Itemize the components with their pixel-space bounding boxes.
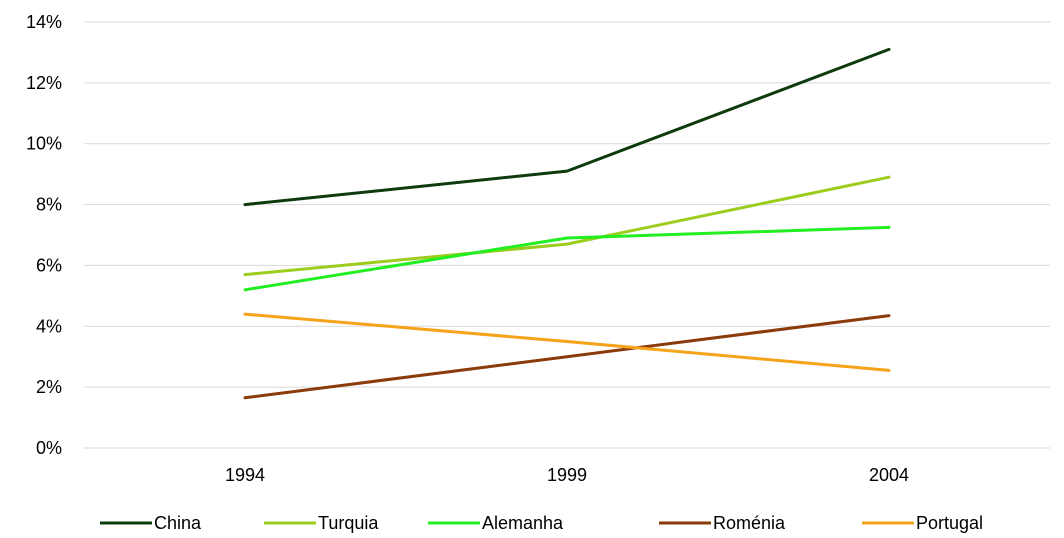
gridlines [84,21,1050,449]
legend: China Turquia Alemanha Roménia Portugal [100,513,983,533]
x-axis-ticks: 1994 1999 2004 [225,465,909,485]
x-tick-label: 1999 [547,465,587,485]
series-line-portugal [243,312,891,372]
y-tick-label: 4% [36,316,62,336]
y-axis-ticks: 0% 2% 4% 6% 8% 10% 12% 14% [26,12,62,458]
legend-entry: Alemanha [428,513,564,533]
legend-entry: China [100,513,202,533]
y-tick-label: 8% [36,195,62,215]
series-line-china [243,47,891,207]
y-tick-label: 10% [26,134,62,154]
legend-label: China [154,513,202,533]
series-line-roménia [243,314,891,400]
series-line-alemanha [243,225,891,292]
series-line-turquia [243,175,891,277]
y-tick-label: 14% [26,12,62,32]
y-tick-label: 6% [36,255,62,275]
legend-label: Portugal [916,513,983,533]
legend-entry: Portugal [862,513,983,533]
y-tick-label: 2% [36,377,62,397]
legend-label: Alemanha [482,513,564,533]
x-tick-label: 1994 [225,465,265,485]
legend-label: Roménia [713,513,786,533]
y-tick-label: 12% [26,73,62,93]
series-lines [243,47,891,400]
y-tick-label: 0% [36,438,62,458]
legend-entry: Turquia [264,513,379,533]
legend-entry: Roménia [659,513,786,533]
legend-label: Turquia [318,513,379,533]
x-tick-label: 2004 [869,465,909,485]
